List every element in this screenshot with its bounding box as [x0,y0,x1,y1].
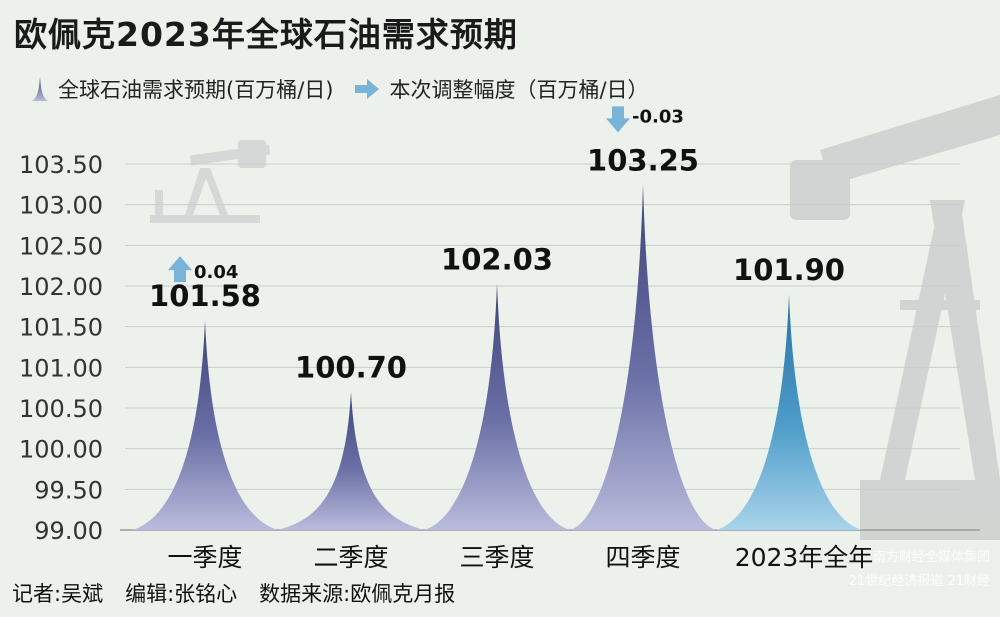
value-label: 100.70 [295,351,407,385]
adjustment-markers: 0.04 -0.03 [168,106,684,283]
x-tick-label: 三季度 [459,543,534,572]
peak-1 [132,320,278,530]
reporter: 记者:吴斌 [12,582,104,606]
watermark: 南方财经全媒体集团 21世纪经济报道 21财经 [790,546,990,594]
x-tick-label: 一季度 [167,543,242,572]
peak-icon [32,77,48,101]
y-tick-label: 100.00 [19,436,103,464]
watermark-line2: 21世纪经济报道 21财经 [848,574,990,589]
data-peaks [132,184,862,531]
editor: 编辑:张铭心 [125,582,238,606]
legend-adjust: 本次调整幅度（百万桶/日） [355,74,649,104]
arrow-right-icon [355,79,380,99]
legend-demand: 全球石油需求预期(百万桶/日) [32,74,333,104]
value-label: 101.90 [733,253,845,287]
data-source: 数据来源:欧佩克月报 [259,582,456,606]
watermark-line1: 南方财经全媒体集团 [872,550,990,565]
y-tick-label: 103.00 [19,192,103,220]
peak-5 [716,294,862,530]
arrow-up-icon [168,256,192,283]
legend-adjust-label: 本次调整幅度（百万桶/日） [389,78,649,102]
adjustment-label: 0.04 [194,262,238,283]
x-tick-label: 2023年全年 [735,543,874,572]
arrow-down-icon [606,106,630,133]
y-tick-label: 102.00 [19,273,103,301]
value-labels: 101.58 100.70 102.03 103.25 101.90 [149,143,845,384]
pumpjack-small-illustration [150,140,271,223]
adjustment-down: -0.03 [606,106,684,133]
legend-demand-label: 全球石油需求预期(百万桶/日) [58,78,334,102]
peak-2 [278,391,424,530]
credits: 记者:吴斌 编辑:张铭心 数据来源:欧佩克月报 [12,578,477,608]
x-axis-labels: 一季度 二季度 三季度 四季度 2023年全年 [167,543,873,572]
y-tick-label: 99.00 [34,517,103,545]
adjustment-label: -0.03 [632,106,684,127]
y-tick-label: 101.00 [19,354,103,382]
value-label: 103.25 [587,143,699,177]
peak-3 [424,283,570,530]
y-tick-label: 102.50 [19,232,103,260]
peak-4 [570,184,716,531]
pumpjack-large-illustration [790,95,1000,540]
x-tick-label: 四季度 [605,543,680,572]
y-tick-label: 100.50 [19,395,103,423]
legend: 全球石油需求预期(百万桶/日) 本次调整幅度（百万桶/日） [32,74,671,104]
y-tick-label: 103.50 [19,151,103,179]
x-tick-label: 二季度 [313,543,388,572]
adjustment-up: 0.04 [168,256,238,283]
y-tick-label: 99.50 [34,476,103,504]
y-tick-label: 101.50 [19,314,103,342]
value-label: 102.03 [441,243,553,277]
value-label: 101.58 [149,279,261,313]
chart-title: 欧佩克2023年全球石油需求预期 [14,15,518,54]
